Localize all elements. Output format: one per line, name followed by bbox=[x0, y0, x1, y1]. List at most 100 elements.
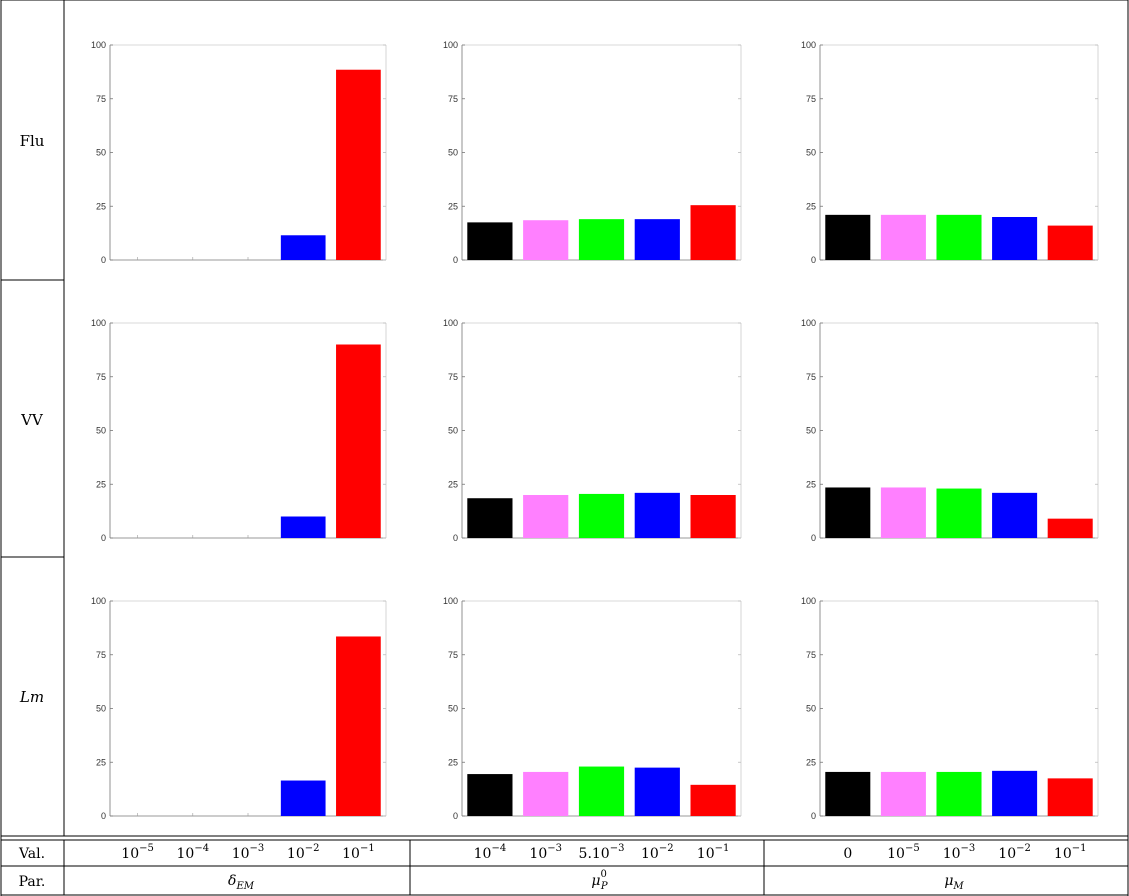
bar bbox=[336, 69, 381, 260]
y-tick-label: 0 bbox=[453, 255, 458, 265]
y-tick-label: 0 bbox=[101, 811, 106, 821]
parameter-label: δEM bbox=[228, 873, 255, 892]
bar bbox=[578, 766, 625, 816]
y-tick-label: 75 bbox=[96, 94, 106, 104]
bar bbox=[936, 771, 982, 816]
y-tick-label: 25 bbox=[96, 479, 106, 489]
bar bbox=[1047, 225, 1093, 260]
bar bbox=[336, 344, 381, 538]
y-tick-label: 0 bbox=[101, 255, 106, 265]
y-tick-label: 100 bbox=[801, 318, 816, 328]
bar-chart-vv-1: 0 25 50 75 100 bbox=[91, 318, 387, 543]
y-tick-label: 50 bbox=[448, 426, 458, 436]
bar bbox=[936, 488, 982, 538]
y-tick-label: 50 bbox=[448, 148, 458, 158]
bar-chart-lm-3: 0 25 50 75 100 bbox=[801, 596, 1099, 821]
bar bbox=[992, 217, 1038, 260]
parameter-label: μ0 P bbox=[591, 869, 607, 892]
y-tick-label: 25 bbox=[806, 201, 816, 211]
y-tick-label: 75 bbox=[448, 94, 458, 104]
bar bbox=[280, 780, 326, 816]
y-tick-label: 0 bbox=[811, 255, 816, 265]
row-label: VV bbox=[20, 411, 44, 429]
value-label: 0 bbox=[843, 846, 852, 862]
parameter-label: μM bbox=[944, 873, 964, 892]
bar bbox=[690, 784, 736, 816]
y-tick-label: 0 bbox=[811, 811, 816, 821]
bar bbox=[280, 516, 326, 538]
value-label: 10−2 bbox=[998, 843, 1031, 862]
bar-chart-flu-2: 0 25 50 75 100 bbox=[443, 40, 742, 265]
bar-chart-flu-3: 0 25 50 75 100 bbox=[801, 40, 1099, 265]
value-label: 10−5 bbox=[121, 843, 154, 862]
bar bbox=[825, 214, 871, 260]
bar bbox=[523, 495, 569, 538]
y-tick-label: 25 bbox=[96, 757, 106, 767]
table-footer: Val. Par. 10−5 10−4 10−3 10−2 10−1 δEM 10−4 10−3 5… bbox=[18, 843, 1087, 892]
y-tick-label: 0 bbox=[453, 533, 458, 543]
bar bbox=[467, 222, 513, 260]
value-label: 10−1 bbox=[342, 843, 375, 862]
y-tick-label: 100 bbox=[443, 318, 458, 328]
row-label: Flu bbox=[20, 132, 45, 150]
y-tick-label: 50 bbox=[96, 148, 106, 158]
bar bbox=[880, 771, 926, 816]
bar bbox=[936, 214, 982, 260]
bar bbox=[690, 205, 736, 260]
row-labels: Flu VV Lm bbox=[19, 132, 45, 706]
y-tick-label: 25 bbox=[448, 757, 458, 767]
y-tick-label: 50 bbox=[806, 704, 816, 714]
y-tick-label: 0 bbox=[811, 533, 816, 543]
y-tick-label: 50 bbox=[806, 148, 816, 158]
y-tick-label: 75 bbox=[448, 650, 458, 660]
y-tick-label: 25 bbox=[448, 479, 458, 489]
bar-chart-vv-2: 0 25 50 75 100 bbox=[443, 318, 742, 543]
row-label: Lm bbox=[19, 688, 44, 706]
y-tick-label: 50 bbox=[96, 426, 106, 436]
bar bbox=[880, 487, 926, 538]
value-label: 10−4 bbox=[474, 843, 507, 862]
bar bbox=[634, 492, 680, 538]
y-tick-label: 25 bbox=[806, 479, 816, 489]
y-tick-label: 75 bbox=[96, 650, 106, 660]
y-tick-label: 75 bbox=[96, 372, 106, 382]
value-label: 10−3 bbox=[232, 843, 265, 862]
bar bbox=[992, 492, 1038, 538]
bar-chart-vv-3: 0 25 50 75 100 bbox=[801, 318, 1099, 543]
value-label: 5.10−3 bbox=[579, 843, 625, 862]
y-tick-label: 75 bbox=[806, 372, 816, 382]
par-label: Par. bbox=[19, 874, 46, 890]
y-tick-label: 25 bbox=[806, 757, 816, 767]
y-tick-label: 100 bbox=[91, 596, 106, 606]
value-label: 10−4 bbox=[177, 843, 210, 862]
y-tick-label: 50 bbox=[448, 704, 458, 714]
y-tick-label: 0 bbox=[453, 811, 458, 821]
bar bbox=[634, 767, 680, 816]
bar bbox=[467, 498, 513, 538]
value-label: 10−5 bbox=[887, 843, 920, 862]
bar bbox=[336, 636, 381, 816]
y-tick-label: 75 bbox=[806, 94, 816, 104]
bar bbox=[467, 774, 513, 816]
bar bbox=[280, 235, 326, 260]
bar bbox=[634, 219, 680, 260]
bar-chart-flu-1: 0 25 50 75 100 bbox=[91, 40, 387, 265]
y-tick-label: 100 bbox=[443, 596, 458, 606]
bar bbox=[992, 770, 1038, 816]
bar bbox=[880, 214, 926, 260]
charts: 0 25 50 75 100 0 25 50 75 100 0 25 50 75 100 0 25 50 75 100… bbox=[91, 40, 1099, 821]
y-tick-label: 100 bbox=[91, 40, 106, 50]
y-tick-label: 50 bbox=[96, 704, 106, 714]
y-tick-label: 75 bbox=[806, 650, 816, 660]
bar bbox=[578, 493, 625, 538]
bar bbox=[523, 220, 569, 260]
value-label: 10−2 bbox=[641, 843, 674, 862]
bar-chart-lm-1: 0 25 50 75 100 bbox=[91, 596, 387, 821]
bar bbox=[825, 487, 871, 538]
val-label: Val. bbox=[18, 846, 45, 862]
bar bbox=[578, 219, 625, 260]
y-tick-label: 25 bbox=[448, 201, 458, 211]
bar bbox=[1047, 778, 1093, 816]
